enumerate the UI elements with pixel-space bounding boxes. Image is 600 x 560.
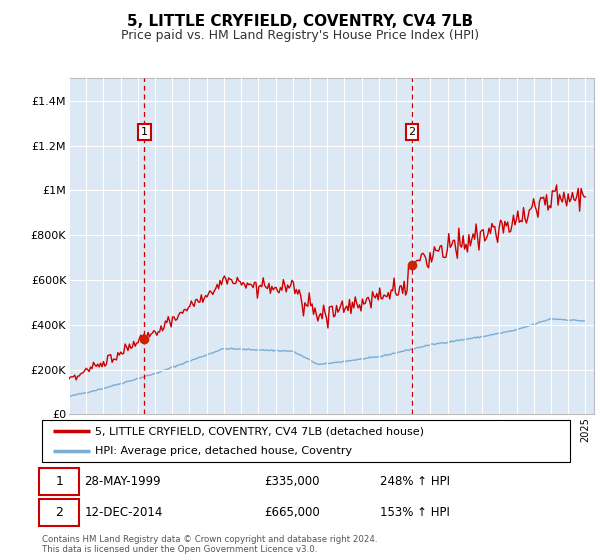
Text: 248% ↑ HPI: 248% ↑ HPI [380,475,450,488]
Text: 2: 2 [55,506,63,519]
Text: 5, LITTLE CRYFIELD, COVENTRY, CV4 7LB: 5, LITTLE CRYFIELD, COVENTRY, CV4 7LB [127,14,473,29]
Text: Contains HM Land Registry data © Crown copyright and database right 2024.
This d: Contains HM Land Registry data © Crown c… [42,535,377,554]
Text: 2: 2 [409,127,416,137]
Text: 1: 1 [141,127,148,137]
FancyBboxPatch shape [42,420,570,462]
FancyBboxPatch shape [40,468,79,495]
Text: HPI: Average price, detached house, Coventry: HPI: Average price, detached house, Cove… [95,446,352,456]
Text: 5, LITTLE CRYFIELD, COVENTRY, CV4 7LB (detached house): 5, LITTLE CRYFIELD, COVENTRY, CV4 7LB (d… [95,426,424,436]
Text: Price paid vs. HM Land Registry's House Price Index (HPI): Price paid vs. HM Land Registry's House … [121,29,479,42]
Text: 12-DEC-2014: 12-DEC-2014 [84,506,163,519]
Text: 153% ↑ HPI: 153% ↑ HPI [380,506,450,519]
FancyBboxPatch shape [40,499,79,526]
Text: £335,000: £335,000 [264,475,319,488]
Text: 1: 1 [55,475,63,488]
Text: £665,000: £665,000 [264,506,320,519]
Text: 28-MAY-1999: 28-MAY-1999 [84,475,161,488]
